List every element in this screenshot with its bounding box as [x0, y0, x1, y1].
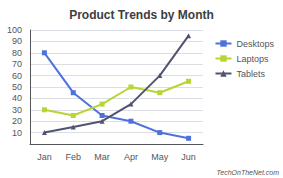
svg-text:Desktops: Desktops — [236, 39, 274, 49]
svg-text:10: 10 — [12, 128, 22, 138]
svg-text:TechOnTheNet.com: TechOnTheNet.com — [217, 169, 280, 176]
svg-text:70: 70 — [12, 59, 22, 69]
svg-text:90: 90 — [12, 36, 22, 46]
svg-text:50: 50 — [12, 82, 22, 92]
svg-text:30: 30 — [12, 105, 22, 115]
svg-text:Apr: Apr — [124, 152, 138, 162]
svg-text:Feb: Feb — [65, 152, 81, 162]
svg-text:80: 80 — [12, 48, 22, 58]
svg-text:Jun: Jun — [181, 152, 196, 162]
svg-text:Laptops: Laptops — [236, 54, 269, 64]
svg-text:May: May — [151, 152, 169, 162]
svg-text:100: 100 — [7, 25, 22, 35]
svg-text:40: 40 — [12, 93, 22, 103]
svg-text:60: 60 — [12, 71, 22, 81]
svg-text:Tablets: Tablets — [236, 69, 265, 79]
svg-text:Mar: Mar — [94, 152, 110, 162]
svg-text:Product Trends by Month: Product Trends by Month — [69, 8, 214, 22]
svg-text:20: 20 — [12, 116, 22, 126]
svg-text:Jan: Jan — [37, 152, 52, 162]
